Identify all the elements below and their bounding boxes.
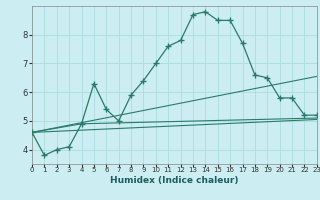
X-axis label: Humidex (Indice chaleur): Humidex (Indice chaleur) xyxy=(110,176,239,185)
